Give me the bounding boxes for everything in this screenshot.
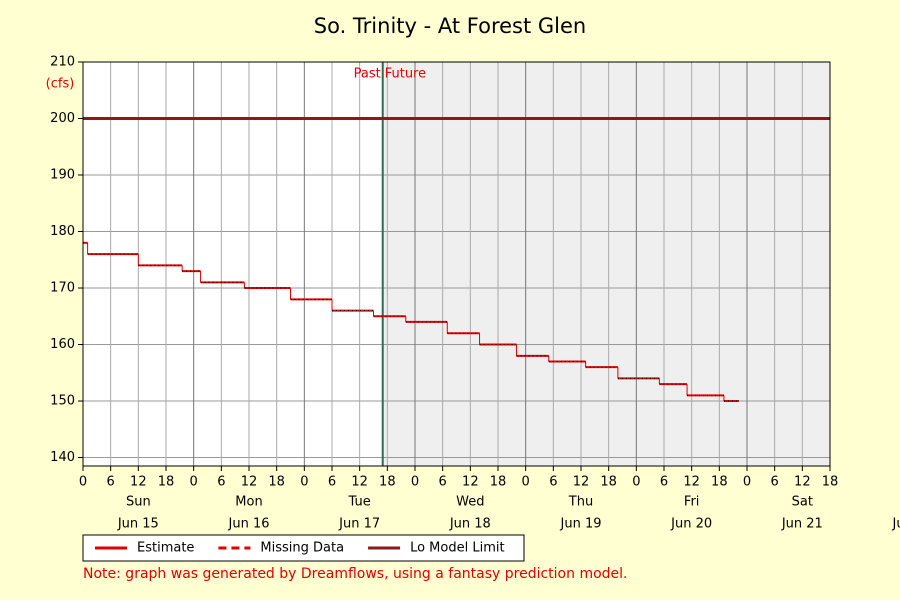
x-tick-label: 12 [241,475,258,490]
legend [82,534,525,562]
x-tick-label: 18 [711,475,728,490]
day-label: Wed [456,495,484,510]
y-tick-label: 170 [50,281,75,296]
y-tick-label: 160 [50,337,75,352]
day-label: Thu [568,495,593,510]
legend-label: Lo Model Limit [410,541,505,556]
x-tick-label: 12 [462,475,479,490]
day-label: Fri [684,495,700,510]
y-tick-label: 200 [50,111,75,126]
date-label: Jun 16 [228,517,270,532]
x-tick-label: 0 [300,475,308,490]
date-label: Jun 15 [117,517,159,532]
chart-title: So. Trinity - At Forest Glen [314,14,586,38]
x-tick-label: 6 [660,475,668,490]
x-tick-label: 12 [573,475,590,490]
date-label: Jun 22 [892,517,900,532]
legend-label: Missing Data [260,541,344,556]
y-tick-label: 190 [50,168,75,183]
past-label: Past [354,67,381,82]
x-tick-label: 6 [439,475,447,490]
plot-frame [82,61,831,467]
legend-label: Estimate [137,541,194,556]
day-label: Mon [235,495,262,510]
x-tick-label: 0 [632,475,640,490]
y-tick-label: 150 [50,394,75,409]
note: Note: graph was generated by Dreamflows,… [83,566,628,582]
date-label: Jun 18 [449,517,491,532]
day-label: Tue [348,495,371,510]
x-tick-label: 18 [268,475,285,490]
date-label: Jun 21 [781,517,823,532]
y-tick-label: 210 [50,55,75,70]
x-tick-label: 18 [822,475,839,490]
x-tick-label: 6 [549,475,557,490]
y-tick-label: 140 [50,450,75,465]
x-tick-label: 6 [107,475,115,490]
day-label: Sat [792,495,813,510]
x-tick-label: 0 [79,475,87,490]
x-tick-label: 18 [600,475,617,490]
date-label: Jun 20 [670,517,712,532]
x-tick-label: 12 [130,475,147,490]
x-tick-label: 6 [771,475,779,490]
x-tick-label: 18 [490,475,507,490]
x-tick-label: 18 [379,475,396,490]
date-label: Jun 17 [338,517,380,532]
date-label: Jun 19 [560,517,602,532]
future-region [382,62,830,466]
x-tick-label: 12 [351,475,368,490]
y-axis-label: (cfs) [46,77,75,92]
future-label: Future [385,67,426,82]
x-tick-label: 18 [158,475,175,490]
x-tick-label: 6 [217,475,225,490]
x-tick-label: 6 [328,475,336,490]
x-tick-label: 12 [683,475,700,490]
x-tick-label: 0 [411,475,419,490]
x-tick-label: 12 [794,475,811,490]
y-tick-label: 180 [50,224,75,239]
x-tick-label: 0 [743,475,751,490]
day-label: Sun [126,495,151,510]
x-tick-label: 0 [522,475,530,490]
x-tick-label: 0 [190,475,198,490]
